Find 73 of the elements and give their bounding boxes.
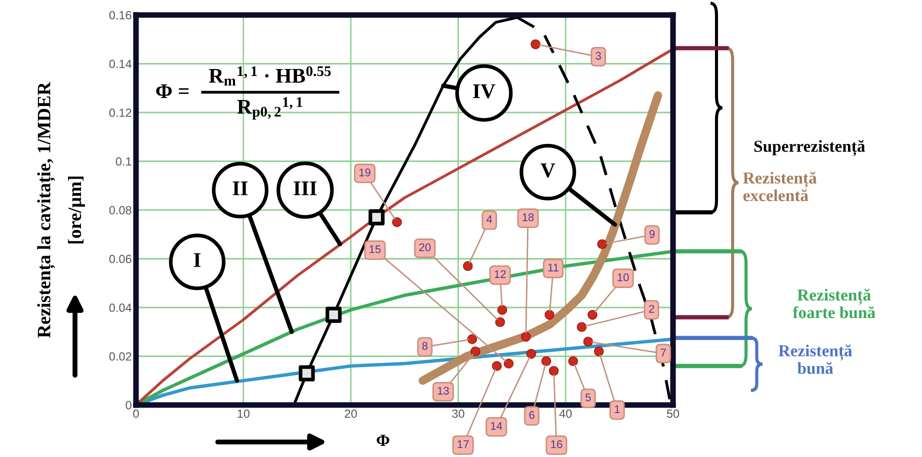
annotation: 12 [494,270,506,278]
y-tick-label: 0.08 [109,206,132,214]
point [495,317,506,328]
text: Superrezistență [754,140,866,156]
text: Rezistență bună [778,344,852,374]
annotation: R$_{p0,2}$$^{1,1}$ [237,97,302,120]
point [588,310,598,320]
point [568,356,578,366]
annotation: 9 [649,230,655,238]
text: Rezistență excelentă [743,172,817,202]
annotation: 8 [422,342,428,350]
point [530,39,540,50]
annotation: 1 [614,405,620,413]
y-tick-label: 0.16 [109,11,132,20]
annotation: 16 [551,440,562,448]
point [497,305,508,315]
annotation: Φ = [156,84,189,98]
annotation: 4 [486,215,492,224]
point [548,366,559,376]
x-tick-label: 50 [666,409,680,418]
point [597,239,608,250]
annotation: 17 [458,440,469,448]
y-tick-label: 0.1 [116,157,132,166]
point [583,336,594,347]
line-series [136,48,673,405]
point [326,306,342,323]
point [467,334,478,344]
point [541,356,552,366]
y-tick-label: 0.14 [109,60,132,68]
point [544,310,554,320]
annotation: 2 [648,304,654,313]
annotation: 3 [596,52,601,60]
annotation: 20 [419,243,431,252]
annotation: 6 [529,411,534,419]
x-tick-label: 20 [344,409,357,418]
x-tick-label: 0 [133,409,139,418]
point [504,358,514,368]
annotation: 11 [548,264,558,272]
point [462,261,473,271]
annotation: V [540,164,556,178]
annotation: 10 [618,273,629,282]
point [298,365,315,382]
point [392,217,402,228]
y-axis-title: Rezistența la cavitație, 1/MDER [ore/μm] [37,82,85,338]
x-axis-title: Φ [376,434,390,446]
point [470,346,480,356]
y-tick-label: 0 [126,401,132,410]
y-tick-label: 0.02 [109,352,132,361]
annotation: 15 [370,245,381,254]
point [492,361,502,371]
point [368,209,385,226]
point [520,332,531,342]
y-tick-label: 0.12 [109,108,132,117]
annotation: R$_{m}$$^{1,1}$ · HB$^{0.55}$ [208,66,331,86]
text: Rezistență foarte bună [792,288,876,318]
point [576,322,587,332]
x-tick-label: 10 [238,409,250,418]
annotation: 5 [586,394,591,402]
annotation: III [294,181,317,196]
point [594,346,604,356]
annotation: 14 [490,422,502,430]
annotation: 19 [359,168,370,176]
y-tick-label: 0.06 [109,254,132,264]
x-tick-label: 40 [559,409,572,418]
annotation: 18 [522,213,534,222]
annotation: 7 [660,348,666,356]
y-tick-label: 0.04 [109,304,132,312]
annotation: IV [473,84,496,98]
annotation: I [194,253,201,267]
annotation: II [232,181,248,196]
point [526,348,536,359]
annotation: 13 [438,386,449,395]
x-tick-label: 30 [452,409,464,418]
